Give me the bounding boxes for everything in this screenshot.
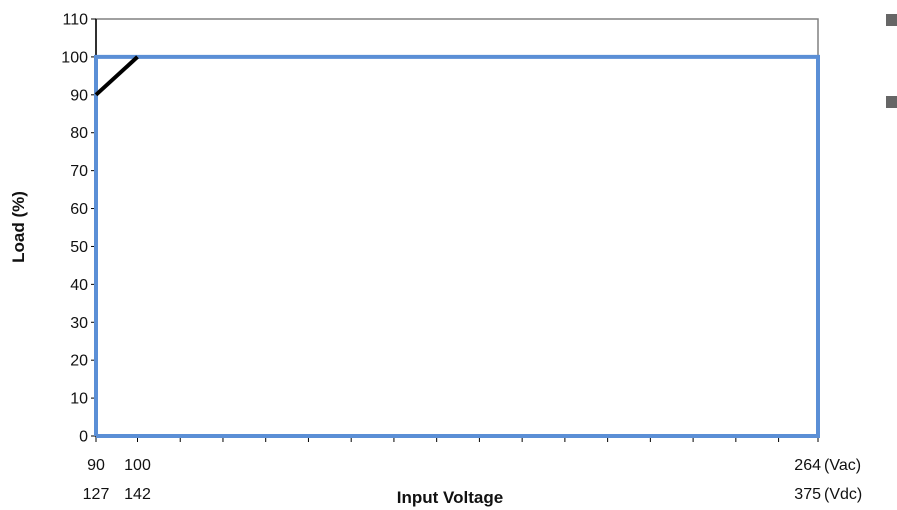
- series-line-black: [94, 55, 139, 97]
- x-axis-title: Input Voltage: [397, 488, 503, 507]
- series-line-blue: [94, 54, 820, 438]
- y-tick-label: 20: [70, 353, 88, 370]
- legend-marker-1: [886, 14, 897, 26]
- y-axis-title: Load (%): [9, 191, 28, 263]
- x-unit-vac: (Vac): [824, 457, 861, 474]
- x-tick-label-vac: 100: [124, 457, 151, 474]
- x-tick-label-vac: 90: [87, 457, 105, 474]
- y-tick-label: 80: [70, 125, 88, 142]
- plot-frame: [95, 18, 819, 437]
- x-unit-vdc: (Vdc): [824, 486, 862, 503]
- y-tick-label: 90: [70, 87, 88, 104]
- y-tick-label: 50: [70, 239, 88, 256]
- y-tick-label: 60: [70, 201, 88, 218]
- y-tick-label: 10: [70, 391, 88, 408]
- y-tick-label: 70: [70, 163, 88, 180]
- series-group: [94, 54, 820, 438]
- y-tick-label: 0: [79, 429, 88, 446]
- y-axis: 0 10 20 30 40 50 60 70 80 90 100 110: [61, 12, 97, 446]
- x-tick-label-vac: 264: [794, 457, 821, 474]
- plot-frame-group: [95, 18, 819, 437]
- x-tick-label-vdc: 127: [83, 486, 110, 503]
- legend-marker-2: [886, 96, 897, 108]
- x-tick-label-vdc: 375: [794, 486, 821, 503]
- x-tick-label-vdc: 142: [124, 486, 151, 503]
- y-tick-label: 40: [70, 277, 88, 294]
- y-tick-label: 110: [62, 12, 88, 29]
- y-tick-label: 100: [61, 49, 88, 66]
- y-tick-label: 30: [70, 315, 88, 332]
